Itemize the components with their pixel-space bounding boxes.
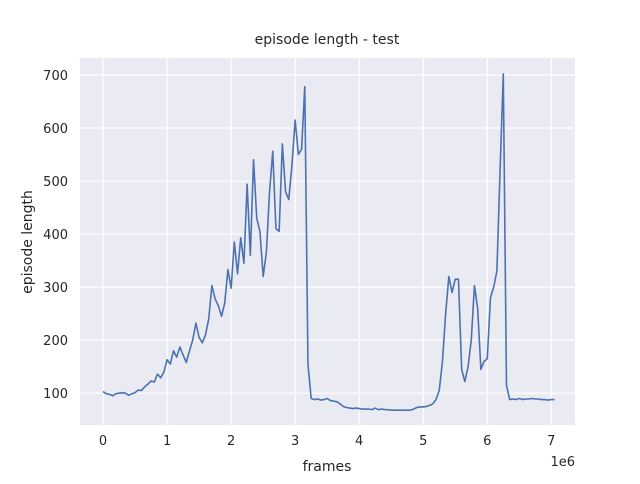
plot-area xyxy=(80,58,575,425)
x-offset-label: 1e6 xyxy=(550,455,575,470)
y-tick-label: 200 xyxy=(43,334,68,349)
x-tick-label: 4 xyxy=(355,434,363,449)
y-tick-label: 500 xyxy=(43,175,68,190)
x-axis-label: frames xyxy=(303,459,352,475)
y-tick-label: 400 xyxy=(43,228,68,243)
x-tick-label: 0 xyxy=(99,434,107,449)
x-tick-label: 5 xyxy=(419,434,427,449)
x-tick-label: 1 xyxy=(163,434,171,449)
x-tick-label: 7 xyxy=(547,434,555,449)
x-tick-label: 2 xyxy=(227,434,235,449)
x-tick-label: 3 xyxy=(291,434,299,449)
y-axis-label: episode length xyxy=(20,190,36,294)
y-tick-label: 600 xyxy=(43,122,68,137)
x-tick-label: 6 xyxy=(483,434,491,449)
y-tick-label: 100 xyxy=(43,387,68,402)
data-line xyxy=(102,73,555,411)
y-tick-label: 700 xyxy=(43,69,68,84)
chart-title: episode length - test xyxy=(255,32,400,48)
y-tick-label: 300 xyxy=(43,281,68,296)
